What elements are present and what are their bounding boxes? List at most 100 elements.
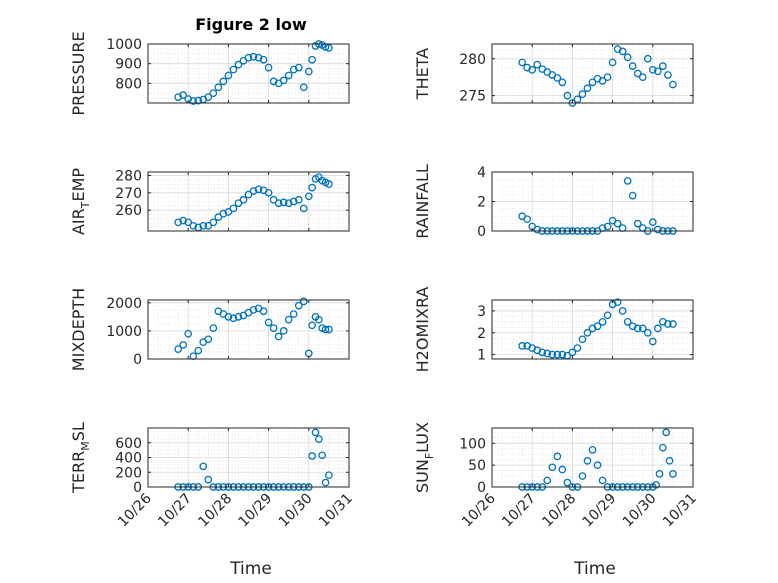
mixdepth-point xyxy=(299,297,308,306)
h2omixra-ylabel: H2OMIXRA xyxy=(413,287,432,373)
sun_flux-xtick-label: 10/28 xyxy=(539,491,579,531)
theta-point xyxy=(563,91,572,100)
theta-point xyxy=(653,67,662,76)
theta-point xyxy=(608,58,617,67)
h2omixra-subplot: 1 2 3 H2OMIXRA xyxy=(413,287,694,373)
air_temp-ylabel: AIRTEMP xyxy=(69,168,92,235)
rainfall-point xyxy=(628,191,637,200)
air_temp-point xyxy=(269,195,278,204)
x-axis-label-left: Time xyxy=(229,559,272,579)
h2omixra-point xyxy=(653,324,662,333)
air_temp-point xyxy=(279,198,288,207)
h2omixra-point xyxy=(543,349,552,358)
theta-axes xyxy=(492,44,693,103)
air_temp-point xyxy=(209,218,218,227)
sun_flux-ytick-label: 50 xyxy=(468,458,486,474)
theta-point xyxy=(583,84,592,93)
h2omixra-axes xyxy=(492,300,693,359)
rainfall-point xyxy=(523,215,532,224)
mixdepth-point xyxy=(179,341,188,349)
sun_flux-point xyxy=(558,465,567,474)
air_temp-point xyxy=(214,213,223,221)
h2omixra-ytick-label: 2 xyxy=(477,326,486,342)
air_temp-point xyxy=(219,209,228,218)
sun_flux-ytick-label: 100 xyxy=(459,436,486,452)
pressure-point xyxy=(259,55,268,64)
pressure-point xyxy=(294,63,303,72)
pressure-point xyxy=(304,67,313,76)
mixdepth-point xyxy=(269,324,278,332)
h2omixra-point xyxy=(633,324,642,333)
theta-ytick-label: 275 xyxy=(459,89,486,105)
terr_msl-ytick-label: 0 xyxy=(133,480,142,496)
pressure-point xyxy=(229,65,238,74)
mixdepth-point xyxy=(264,318,273,327)
air_temp-point xyxy=(274,199,283,208)
h2omixra-point xyxy=(638,324,647,333)
mixdepth-point xyxy=(294,301,303,310)
air_temp-point xyxy=(204,221,213,230)
h2omixra-ytick-label: 3 xyxy=(477,304,486,320)
air_temp-axes-box xyxy=(147,171,350,232)
mixdepth-ytick-label: 2000 xyxy=(106,296,142,312)
pressure-point xyxy=(194,96,203,105)
terr_msl-point xyxy=(318,451,327,460)
theta-point xyxy=(658,62,667,70)
sun_flux-point xyxy=(553,452,562,461)
terr_msl-xtick-label: 10/30 xyxy=(276,491,316,531)
air_temp-point xyxy=(229,204,238,213)
mixdepth-subplot: 0 1000 2000 MIXDEPTH xyxy=(69,288,350,371)
mixdepth-point xyxy=(174,345,182,354)
rainfall-point xyxy=(633,219,642,228)
theta-point xyxy=(664,71,672,79)
theta-point xyxy=(618,47,627,56)
pressure-point xyxy=(224,71,233,80)
air_temp-point xyxy=(244,190,253,199)
sun_flux-xtick-label: 10/29 xyxy=(580,491,620,531)
pressure-point xyxy=(234,60,243,69)
mixdepth-point xyxy=(184,329,193,338)
pressure-point xyxy=(269,77,278,86)
terr_msl-xtick-label: 10/26 xyxy=(115,490,155,530)
air_temp-point xyxy=(174,218,182,227)
h2omixra-ytick-label: 1 xyxy=(477,348,486,364)
sun_flux-point xyxy=(543,476,552,485)
pressure-ytick-label: 900 xyxy=(115,57,142,73)
theta-point xyxy=(528,65,537,74)
theta-point xyxy=(533,60,542,69)
air_temp-point xyxy=(289,197,298,206)
h2omixra-point xyxy=(568,348,577,357)
mixdepth-ytick-label: 1000 xyxy=(106,324,142,340)
sun_flux-point xyxy=(588,446,597,454)
rainfall-point xyxy=(613,219,622,228)
sun_flux-point xyxy=(593,461,602,469)
mixdepth-point xyxy=(229,314,238,323)
sun_flux-point xyxy=(669,470,677,478)
pressure-ytick-label: 1000 xyxy=(106,37,142,53)
rainfall-point xyxy=(603,222,612,231)
sun_flux-xtick-label: 10/31 xyxy=(660,491,700,531)
pressure-ytick-label: 800 xyxy=(115,76,142,92)
terr_msl-xtick-label: 10/31 xyxy=(316,491,356,531)
terr_msl-point xyxy=(314,435,323,443)
h2omixra-point xyxy=(548,350,557,359)
air_temp-point xyxy=(179,216,188,225)
pressure-point xyxy=(289,65,298,74)
terr_msl-xtick-label: 10/29 xyxy=(236,491,276,531)
mixdepth-point xyxy=(249,305,258,314)
air_temp-point xyxy=(284,199,293,208)
theta-point xyxy=(603,73,612,82)
pressure-point xyxy=(219,77,228,86)
terr_msl-point xyxy=(199,462,208,471)
air_temp-point xyxy=(325,180,333,188)
theta-point xyxy=(588,78,597,87)
theta-point xyxy=(633,69,642,78)
rainfall-point xyxy=(648,218,657,226)
air_temp-point xyxy=(249,187,258,195)
h2omixra-point xyxy=(598,318,607,326)
mixdepth-point xyxy=(204,335,213,344)
theta-point xyxy=(643,54,652,63)
sun_flux-point xyxy=(563,478,572,487)
theta-point xyxy=(598,77,607,85)
